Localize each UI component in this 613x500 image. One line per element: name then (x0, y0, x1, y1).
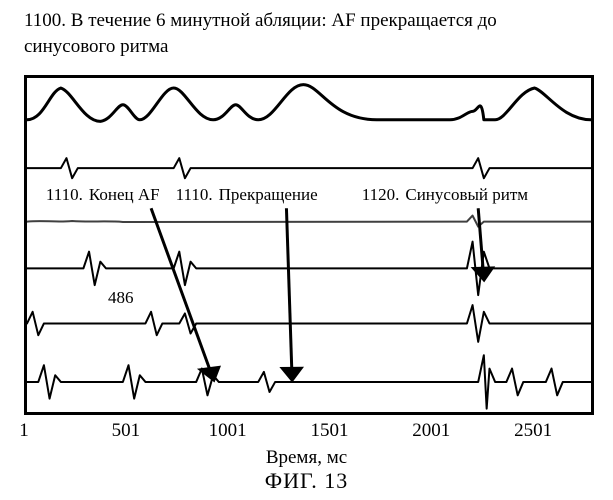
annotation-cessation: 1110. Прекращение (174, 185, 320, 205)
ecg-trace-3 (27, 216, 591, 227)
chart-title: 1100. В течение 6 минутной абляции: AF п… (24, 8, 595, 59)
annotation-pre: 1120. (362, 185, 400, 204)
annotation-label: 486 (108, 288, 134, 307)
title-line1: В течение 6 минутной абляции: AF прекращ… (71, 10, 497, 31)
arrowhead-icon (284, 368, 300, 378)
x-tick: 2501 (514, 420, 552, 442)
title-line2: синусового ритма (24, 36, 168, 57)
annotation-label: Конец AF (89, 185, 160, 204)
annotation-pre: 1110. (46, 185, 83, 204)
x-tick: 1501 (310, 420, 348, 442)
arrowhead-icon (475, 268, 491, 278)
annotation-label: Прекращение (219, 185, 318, 204)
x-tick: 2001 (412, 420, 450, 442)
x-axis-label: Время, мс (0, 447, 613, 469)
title-pre: 1100. (24, 10, 66, 31)
ecg-trace-6 (27, 355, 591, 408)
x-axis-ticks: 15011001150120012501 (24, 420, 594, 442)
x-tick: 1001 (209, 420, 247, 442)
annotation-label: Синусовый ритм (405, 185, 528, 204)
annotation-arrow (151, 208, 213, 378)
annotation-end-af: 1110. Конец AF (44, 185, 162, 205)
ecg-trace-1 (27, 85, 591, 122)
ecg-trace-5 (27, 305, 591, 342)
ecg-trace-4 (27, 242, 591, 295)
annotation-pre: 1110. (176, 185, 213, 204)
x-tick: 501 (112, 420, 141, 442)
ecg-trace-2 (27, 158, 591, 178)
figure-label: ФИГ. 13 (0, 468, 613, 494)
waveform-svg (27, 78, 591, 412)
x-tick: 1 (19, 420, 29, 442)
annotation-num486: 486 (106, 288, 136, 308)
ecg-chart: 1110. Конец AF 1110. Прекращение 1120. Синусо… (24, 75, 594, 415)
annotation-arrow (286, 208, 292, 378)
annotation-sinus: 1120. Синусовый ритм (360, 185, 530, 205)
